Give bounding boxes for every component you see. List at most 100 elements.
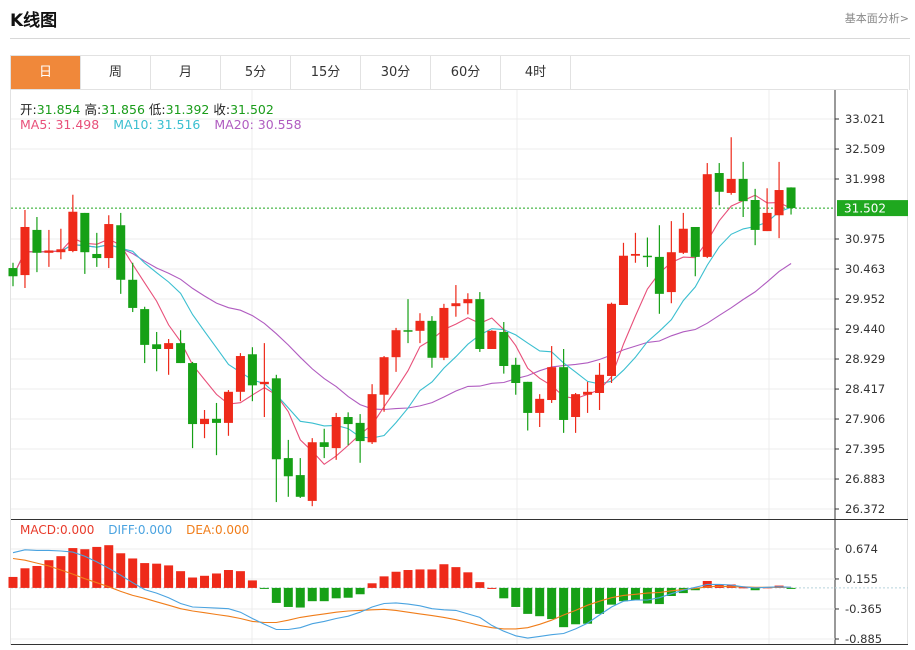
candle-body	[223, 391, 233, 423]
candle-body	[391, 330, 401, 358]
tab-week[interactable]: 周	[81, 56, 151, 90]
candle-body	[80, 212, 90, 253]
candle	[32, 217, 42, 273]
candle	[379, 356, 389, 412]
page-title: K线图	[10, 11, 58, 31]
candle	[367, 384, 377, 445]
candle-body	[750, 200, 760, 230]
candle	[583, 381, 593, 413]
candle	[152, 331, 162, 372]
candle	[271, 374, 281, 503]
y-tick-label: 26.372	[845, 502, 885, 516]
macd-bar	[247, 580, 257, 588]
candle	[714, 163, 724, 206]
macd-bar	[511, 587, 521, 607]
candle	[630, 232, 640, 263]
ohlc-legend: 开:31.854 高:31.856 低:31.392 收:31.502	[20, 99, 274, 118]
macd-bar	[367, 583, 377, 588]
candle-body	[415, 320, 425, 331]
macd-legend: MACD:0.000 DIFF:0.000 DEA:0.000	[20, 523, 249, 537]
macd-bar	[44, 560, 54, 588]
candle	[559, 348, 569, 433]
candle	[774, 161, 784, 239]
macd-bar	[690, 587, 700, 591]
candle-body	[738, 178, 748, 202]
macd-bar	[475, 582, 485, 588]
candle	[80, 212, 90, 274]
tab-30min[interactable]: 30分	[361, 56, 431, 90]
candle-body	[487, 330, 497, 349]
candle	[247, 347, 257, 402]
high-label: 高:	[84, 102, 102, 117]
tab-4hour[interactable]: 4时	[501, 56, 571, 90]
candle	[571, 392, 581, 433]
candle-body	[475, 299, 485, 349]
candle-body	[666, 252, 676, 293]
macd-bar	[200, 575, 210, 588]
candle	[618, 242, 628, 305]
candle-body	[547, 367, 557, 401]
candle-body	[247, 354, 257, 386]
candle-body	[8, 268, 18, 277]
tab-15min[interactable]: 15分	[291, 56, 361, 90]
ma5-line	[12, 194, 792, 466]
candle	[738, 161, 748, 218]
macd-bar	[487, 587, 497, 589]
candle	[307, 438, 317, 507]
candle-body	[283, 458, 293, 477]
macd-bar	[463, 572, 473, 588]
macd-bar	[32, 565, 42, 588]
y-tick-label: 29.952	[845, 292, 885, 306]
candle-body	[259, 381, 269, 385]
candle	[20, 209, 30, 288]
candle	[188, 361, 198, 449]
macd-bar	[379, 576, 389, 588]
candle	[283, 439, 293, 497]
macd-bar	[499, 587, 509, 599]
candle	[319, 428, 329, 459]
macd-bar	[642, 587, 652, 604]
candle-body	[427, 320, 437, 358]
candle	[403, 299, 413, 344]
tab-5min[interactable]: 5分	[221, 56, 291, 90]
ma20-line	[12, 244, 792, 411]
candle-body	[630, 253, 640, 256]
candle	[259, 343, 269, 418]
diff-line	[12, 549, 792, 639]
candle	[295, 458, 305, 498]
macd-bar	[654, 587, 664, 605]
macd-bar	[20, 568, 30, 588]
tab-60min[interactable]: 60分	[431, 56, 501, 90]
candle-body	[379, 357, 389, 395]
candle-body	[319, 442, 329, 447]
candle	[702, 163, 712, 259]
candle	[415, 313, 425, 344]
candle	[678, 212, 688, 254]
candle-body	[607, 303, 616, 376]
y-tick-label: 28.417	[845, 382, 885, 396]
candle-body	[690, 226, 700, 257]
macd-bar	[176, 571, 186, 588]
y-tick-label: 30.975	[845, 232, 885, 246]
candle	[547, 346, 557, 403]
candle-body	[403, 330, 413, 332]
candle	[607, 302, 616, 384]
y-tick-label: 26.883	[845, 472, 885, 486]
y-tick-label: 27.906	[845, 412, 885, 426]
candle	[235, 353, 245, 402]
candle	[68, 194, 78, 253]
candle-body	[786, 187, 796, 209]
high-value: 31.856	[101, 102, 145, 117]
macd-bar	[415, 569, 425, 588]
tab-month[interactable]: 月	[151, 56, 221, 90]
candle-body	[20, 226, 30, 276]
macd-bar	[331, 587, 341, 599]
fundamental-analysis-link[interactable]: 基本面分析>	[844, 12, 909, 25]
tab-day[interactable]: 日	[11, 56, 81, 90]
candle-body	[140, 309, 150, 345]
macd-bar	[451, 567, 461, 588]
candle	[355, 414, 365, 463]
current-price-badge	[837, 200, 908, 217]
macd-bar	[223, 570, 233, 588]
